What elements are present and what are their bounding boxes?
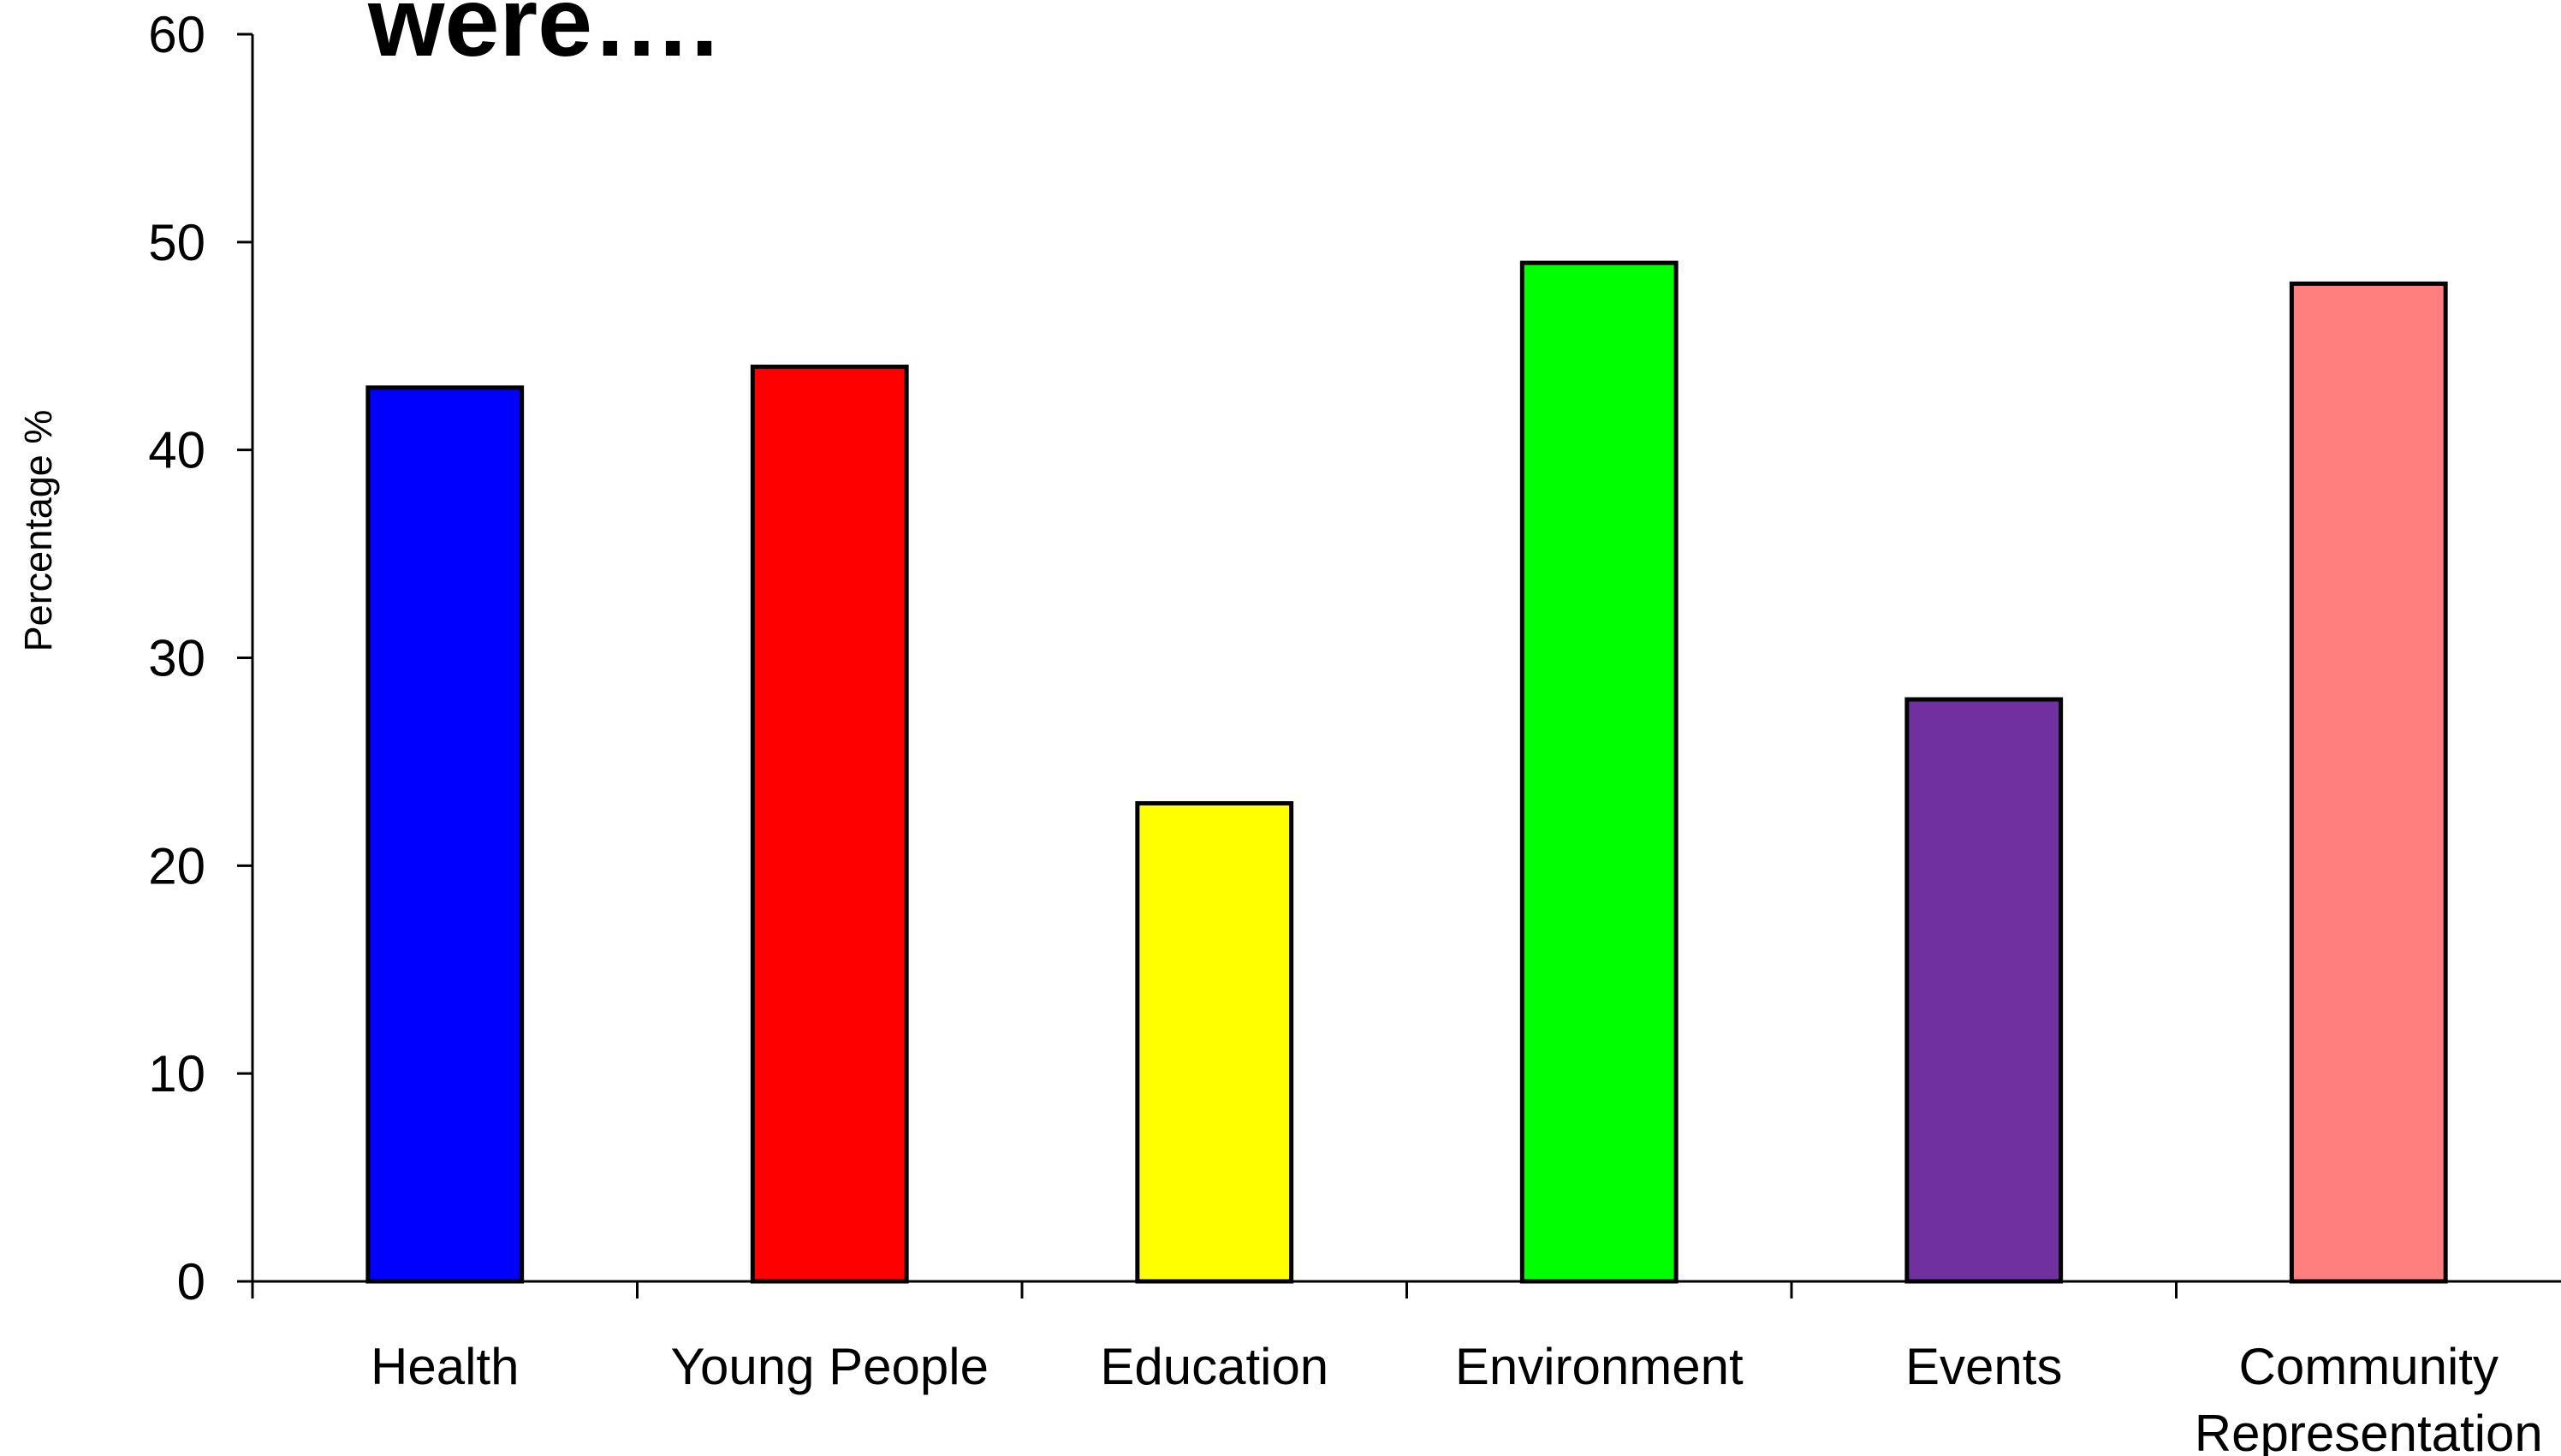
bar — [1519, 260, 1679, 1284]
category-labels: Health Young People Education Environment Ev… — [371, 1338, 2543, 1456]
y-tick-label: 10 — [148, 1045, 205, 1102]
category-label: Environment — [1455, 1338, 1744, 1395]
y-tick-label: 40 — [148, 422, 205, 479]
y-tick-label: 20 — [148, 837, 205, 894]
bar — [1135, 800, 1294, 1284]
bar — [365, 385, 525, 1284]
category-label: Young People — [671, 1338, 989, 1395]
y-tick-label: 0 — [177, 1253, 205, 1310]
bar — [2289, 281, 2448, 1284]
category-label: Health — [371, 1338, 519, 1395]
bar — [750, 365, 909, 1284]
y-tick-label: 50 — [148, 214, 205, 271]
y-axis-label: Percentage % — [16, 410, 60, 652]
category-label: Community Representation — [2195, 1338, 2543, 1456]
bars — [365, 260, 2448, 1284]
category-label: Events — [1905, 1338, 2062, 1395]
y-axis-ticks: 0 10 20 30 40 50 60 — [148, 6, 253, 1310]
bar — [1904, 697, 2064, 1284]
y-tick-label: 60 — [148, 6, 205, 63]
category-label: Education — [1100, 1338, 1328, 1395]
chart-title: were…. — [367, 0, 718, 77]
y-tick-label: 30 — [148, 630, 205, 687]
axes — [251, 34, 2561, 1299]
